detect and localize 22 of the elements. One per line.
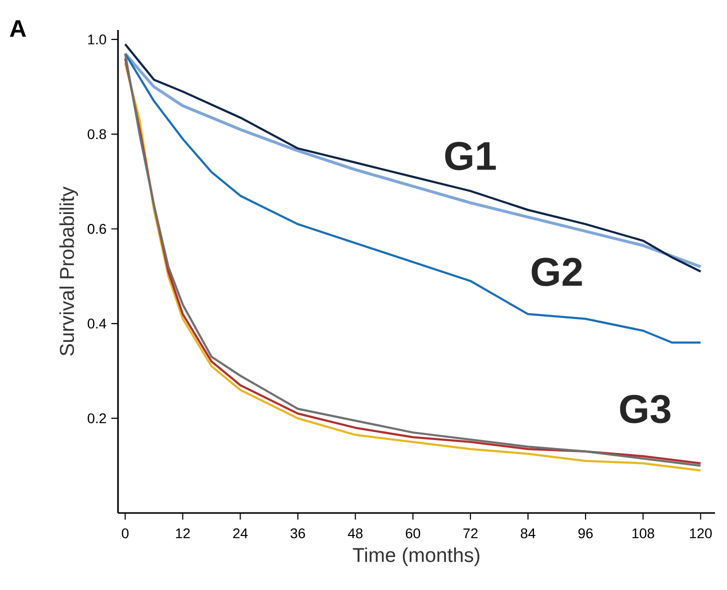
y-tick-label: 0.8: [88, 129, 106, 140]
x-tick-label: 24: [233, 528, 248, 538]
x-tick-label: 72: [463, 528, 478, 538]
x-tick-label: 96: [578, 528, 593, 538]
y-tick-label: 1.0: [88, 34, 106, 44]
x-tick-label: 120: [690, 528, 712, 538]
annotation: G1: [445, 142, 496, 170]
y-tick-label: 0.2: [88, 413, 106, 424]
x-tick-label: 36: [290, 528, 305, 538]
x-axis-title: Time (months): [352, 547, 480, 566]
annotation: G2: [532, 258, 582, 286]
x-tick-label: 60: [406, 528, 420, 538]
text: A: [10, 20, 26, 37]
y-tick-label: 0.6: [88, 224, 106, 234]
x-tick-label: 84: [520, 528, 536, 538]
x-tick-label: 108: [632, 528, 654, 538]
x-tick-label: 48: [348, 528, 363, 538]
x-tick-label: 12: [176, 528, 190, 538]
x-tick-label: 0: [122, 528, 129, 538]
y-axis-title: Survival Probability: [59, 186, 78, 356]
y-tick-label: 0.4: [88, 318, 106, 329]
annotation: G3: [620, 394, 670, 424]
